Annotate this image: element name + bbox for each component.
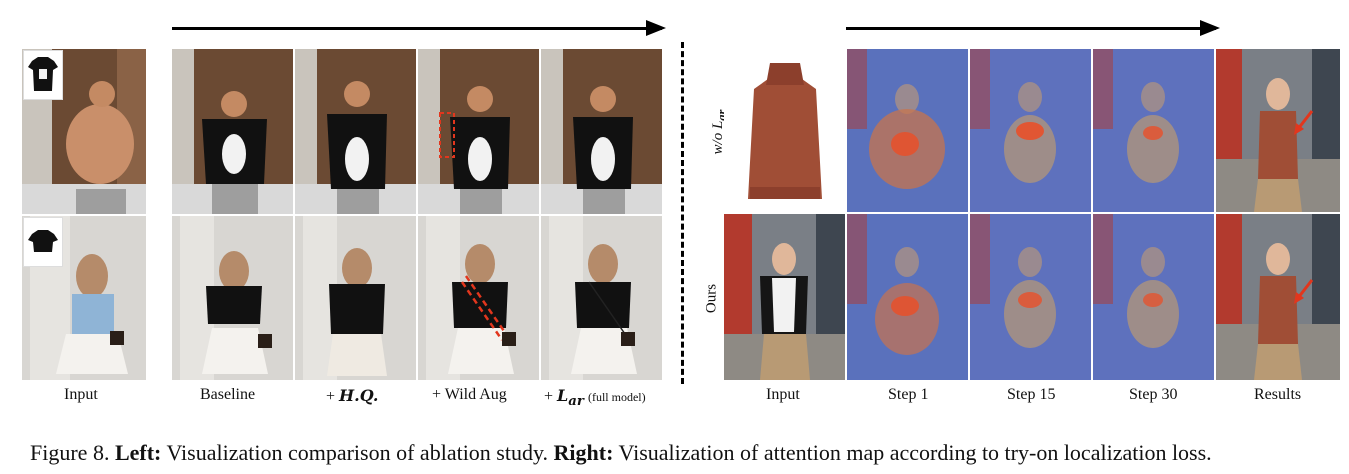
label-lar-symbol: L bbox=[557, 386, 569, 405]
caption-left-text: Visualization comparison of ablation stu… bbox=[166, 440, 549, 465]
caption-prefix: Figure 8. bbox=[30, 440, 110, 465]
caption-right-bold: Right: bbox=[553, 440, 614, 465]
attention-step15-ours bbox=[970, 214, 1091, 380]
panel-divider bbox=[681, 42, 684, 384]
label-step15: Step 15 bbox=[1007, 386, 1056, 403]
attention-step1-without-lar bbox=[847, 49, 968, 212]
right-progress-arrow bbox=[846, 20, 1220, 36]
label-baseline: Baseline bbox=[200, 386, 256, 403]
attention-step30-ours bbox=[1093, 214, 1214, 380]
lar-top-photo bbox=[541, 49, 662, 214]
wild-aug-top-photo bbox=[418, 49, 539, 214]
lar-bottom-photo bbox=[541, 216, 662, 380]
figure-caption: Figure 8. Left: Visualization comparison… bbox=[30, 440, 1212, 466]
hq-top-photo bbox=[295, 49, 416, 214]
label-hq: + H.Q. bbox=[326, 386, 378, 406]
attention-step1-ours bbox=[847, 214, 968, 380]
baseline-top-photo bbox=[172, 49, 293, 214]
hq-bottom-photo bbox=[295, 216, 416, 380]
label-lar-subscript: ar bbox=[568, 393, 584, 410]
label-lar-prefix: + bbox=[544, 388, 554, 405]
result-ours bbox=[1216, 214, 1340, 380]
attention-step15-without-lar bbox=[970, 49, 1091, 212]
label-wild-aug: + Wild Aug bbox=[432, 386, 507, 403]
wild-aug-bottom-photo bbox=[418, 216, 539, 380]
label-input-left: Input bbox=[64, 386, 98, 403]
row-label-ours: Ours bbox=[703, 283, 720, 314]
label-step1: Step 1 bbox=[888, 386, 929, 403]
label-results: Results bbox=[1254, 386, 1302, 403]
label-step30: Step 30 bbox=[1129, 386, 1178, 403]
label-hq-text: H.Q. bbox=[339, 386, 379, 405]
label-hq-prefix: + bbox=[326, 388, 336, 405]
person-input-photo bbox=[724, 214, 845, 380]
attention-step30-without-lar bbox=[1093, 49, 1214, 212]
garment-input-photo bbox=[724, 49, 845, 212]
baseline-bottom-photo bbox=[172, 216, 293, 380]
caption-left-bold: Left: bbox=[114, 440, 162, 465]
label-lar-full-model: + Lar (full model) bbox=[544, 386, 646, 409]
left-progress-arrow bbox=[172, 20, 666, 36]
input-garment-tshirt-thumbnail bbox=[23, 50, 63, 100]
input-garment-crop-top-thumbnail bbox=[23, 217, 63, 267]
result-without-lar bbox=[1216, 49, 1340, 212]
label-input-right: Input bbox=[766, 386, 800, 403]
caption-right-text: Visualization of attention map according… bbox=[618, 440, 1212, 465]
label-full-model: (full model) bbox=[587, 390, 646, 404]
